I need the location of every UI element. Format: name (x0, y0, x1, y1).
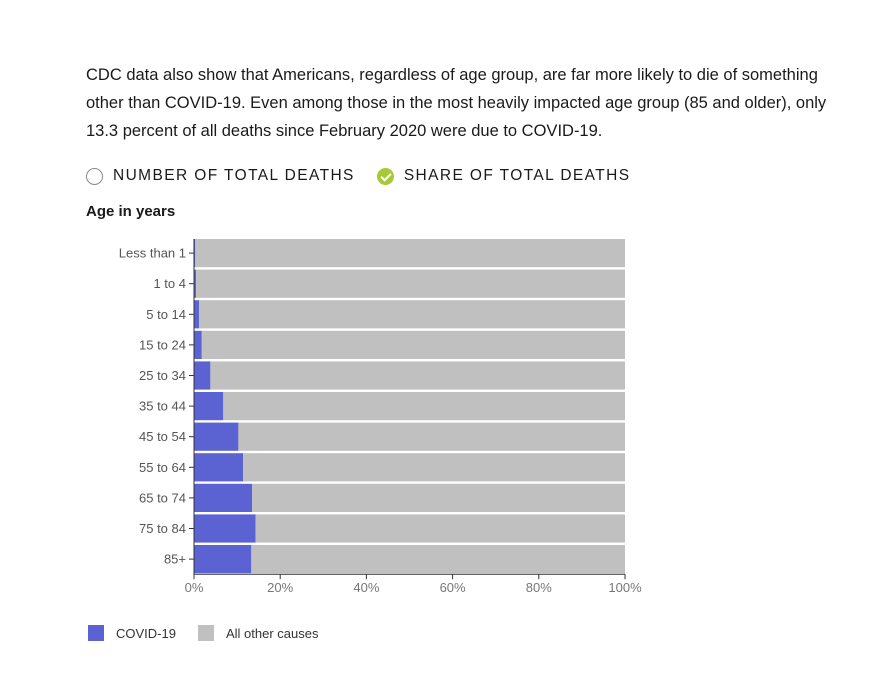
toggle-label: SHARE OF TOTAL DEATHS (403, 167, 631, 184)
x-tick-label: 40% (353, 580, 379, 595)
y-tick-label: Less than 1 (119, 246, 186, 261)
bar-covid (194, 330, 202, 359)
bar-covid (194, 545, 252, 574)
x-tick-label: 60% (440, 580, 466, 595)
toggle-number-of-total-deaths[interactable]: NUMBER OF TOTAL DEATHS (86, 167, 355, 185)
legend-label: All other causes (225, 625, 319, 641)
bar-other (223, 392, 626, 421)
y-tick-label: 35 to 44 (139, 399, 186, 414)
y-tick-label: 15 to 24 (139, 337, 186, 352)
chart-legend: COVID-19 All other causes (88, 625, 340, 641)
bar-other (196, 269, 625, 298)
y-axis-title: Age in years (86, 203, 176, 220)
legend-label: COVID-19 (116, 625, 176, 641)
toggle-share-of-total-deaths[interactable]: SHARE OF TOTAL DEATHS (376, 167, 631, 185)
x-tick-label: 0% (185, 580, 204, 595)
y-tick-label: 65 to 74 (139, 490, 186, 505)
x-tick-label: 80% (526, 580, 552, 595)
x-tick-label: 100% (608, 580, 642, 595)
bar-covid (194, 422, 239, 451)
check-icon[interactable] (376, 167, 394, 185)
bar-other (195, 239, 625, 268)
bar-covid (194, 392, 224, 421)
y-tick-label: 45 to 54 (139, 429, 186, 444)
bar-covid (194, 361, 211, 390)
bar-other (238, 422, 625, 451)
y-tick-label: 25 to 34 (139, 368, 186, 383)
bar-covid (194, 453, 244, 482)
legend-item-other: All other causes (197, 625, 319, 641)
view-toggle-group: NUMBER OF TOTAL DEATHS SHARE OF TOTAL DE… (86, 164, 652, 188)
y-tick-label: 75 to 84 (139, 521, 186, 536)
bar-other (255, 514, 625, 543)
bar-covid (194, 239, 196, 268)
legend-item-covid: COVID-19 (88, 625, 176, 641)
bar-other (243, 453, 625, 482)
y-tick-label: 5 to 14 (146, 307, 186, 322)
bar-other (252, 483, 625, 512)
bar-covid (194, 300, 200, 329)
bar-other (199, 300, 625, 329)
toggle-label: NUMBER OF TOTAL DEATHS (113, 167, 355, 184)
bar-other (201, 330, 625, 359)
bar-covid (194, 483, 253, 512)
y-tick-label: 85+ (164, 552, 186, 567)
radio-unchecked-icon[interactable] (86, 167, 103, 185)
intro-paragraph: CDC data also show that Americans, regar… (86, 65, 827, 140)
bar-other (251, 545, 625, 574)
bar-covid (194, 514, 256, 543)
legend-swatch-covid (88, 625, 104, 641)
bar-covid (194, 269, 197, 298)
legend-swatch-other (197, 625, 214, 641)
bar-other (210, 361, 626, 390)
y-tick-label: 1 to 4 (153, 276, 186, 291)
x-tick-label: 20% (267, 580, 293, 595)
y-tick-label: 55 to 64 (139, 460, 186, 475)
